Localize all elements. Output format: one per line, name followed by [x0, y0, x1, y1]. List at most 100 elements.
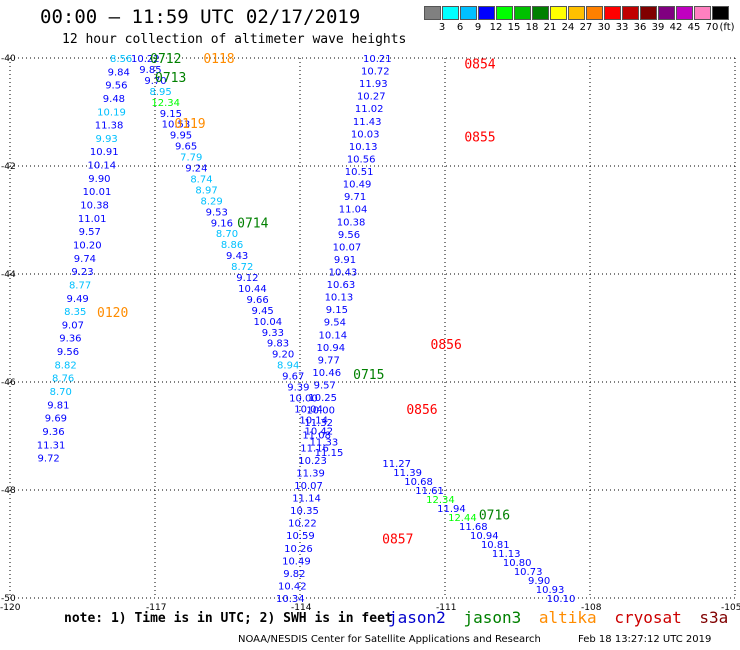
wave-height-value: 9.81 [47, 400, 69, 411]
wave-height-value: 8.70 [50, 387, 72, 398]
wave-height-value: 8.56 [110, 54, 132, 65]
wave-height-value: 9.66 [246, 295, 268, 306]
pass-time-label: 0856 [431, 338, 462, 353]
wave-height-value: 9.77 [318, 355, 340, 366]
wave-height-value: 10.43 [329, 267, 358, 278]
wave-height-value: 10.42 [278, 581, 307, 592]
wave-height-value: 10.81 [481, 540, 510, 551]
color-swatch [514, 6, 531, 20]
wave-height-value: 9.82 [283, 569, 305, 580]
wave-height-value: 10.25 [308, 393, 337, 404]
wave-height-value: 9.12 [236, 273, 258, 284]
wave-height-value: 10.13 [325, 293, 354, 304]
wave-height-map: -40 -42 -44 -46 -48 -50-120 -117 -114 -111 -108 -1… [0, 52, 740, 610]
legend-jason2: jason2 [388, 608, 446, 627]
color-swatch [568, 6, 585, 20]
wave-height-value: 10.42 [304, 426, 333, 437]
wave-height-value: 10.59 [286, 531, 315, 542]
wave-height-value: 10.21 [363, 54, 392, 65]
wave-height-value: 8.29 [201, 196, 223, 207]
lat-tick-label: -50 [1, 594, 16, 604]
pass-time-label: 0855 [464, 130, 495, 145]
wave-height-value: 10.73 [514, 567, 543, 578]
altimeter-tracks: 8.56 9.84 9.56 9.48 10.19 11.38 9.93 10.91 10.14… [37, 54, 576, 605]
color-scale-label: 27 [579, 22, 593, 33]
wave-height-value: 11.61 [415, 486, 444, 497]
color-scale-label: 24 [561, 22, 575, 33]
wave-height-value: 10.94 [316, 343, 345, 354]
wave-height-value: 10.03 [351, 129, 380, 140]
wave-height-value: 8.95 [150, 87, 172, 98]
wave-height-value: 9.43 [226, 251, 248, 262]
color-swatch [658, 6, 675, 20]
wave-height-value: 9.16 [211, 218, 233, 229]
color-scale-label: 3 [438, 22, 446, 33]
wave-height-value: 8.86 [221, 240, 243, 251]
wave-height-value: 10.22 [131, 54, 160, 65]
wave-height-value: 11.39 [393, 468, 422, 479]
wave-height-value: 10.63 [327, 280, 356, 291]
footer: NOAA/NESDIS Center for Satellite Applica… [238, 634, 711, 645]
wave-height-value: 11.93 [359, 79, 388, 90]
color-swatch [496, 6, 513, 20]
color-scale-label: 33 [615, 22, 629, 33]
color-scale-label: 39 [651, 22, 665, 33]
wave-height-value: 11.38 [95, 121, 124, 132]
wave-height-value: 9.49 [67, 294, 89, 305]
color-swatch [550, 6, 567, 20]
wave-height-value: 10.46 [312, 368, 341, 379]
color-swatch [424, 6, 441, 20]
wave-height-value: 9.65 [175, 142, 197, 153]
wave-height-value: 10.10 [547, 594, 576, 605]
note-text: note: 1) Time is in UTC; 2) SWH is in fe… [64, 611, 393, 626]
wave-height-value: 8.72 [231, 262, 253, 273]
wave-height-value: 9.67 [282, 372, 304, 383]
pass-time-label: 0854 [464, 57, 495, 72]
wave-height-value: 8.35 [64, 307, 86, 318]
wave-height-value: 10.00 [289, 393, 318, 404]
map-grid [9, 57, 736, 599]
wave-height-value: 8.82 [54, 360, 76, 371]
color-swatch [442, 6, 459, 20]
wave-height-value: 9.48 [103, 94, 125, 105]
wave-height-value: 11.14 [292, 494, 321, 505]
map-subtitle: 12 hour collection of altimeter wave hei… [62, 32, 407, 47]
wave-height-value: 9.90 [88, 174, 110, 185]
wave-height-value: 11.01 [78, 214, 107, 225]
lat-tick-label: -44 [1, 270, 16, 280]
color-swatch [640, 6, 657, 20]
wave-height-value: 7.79 [180, 153, 202, 164]
color-scale-label: 15 [507, 22, 521, 33]
wave-height-value: 9.91 [334, 255, 356, 266]
lat-tick-label: -42 [1, 162, 16, 172]
color-scale-label: 36 [633, 22, 647, 33]
legend-cryosat: cryosat [614, 608, 682, 627]
color-scale-label: 42 [669, 22, 683, 33]
wave-height-value: 10.44 [238, 284, 267, 295]
wave-height-value: 10.20 [73, 240, 102, 251]
pass-time-label: 0712 [150, 52, 181, 67]
lat-tick-label: -48 [1, 486, 16, 496]
wave-height-value: 8.70 [216, 229, 238, 240]
track-track-d: 11.2711.3910.6811.6112.3411.9412.4411.68… [382, 459, 575, 605]
wave-height-value: 9.90 [528, 576, 550, 587]
wave-height-value: 9.70 [144, 76, 166, 87]
wave-height-value: 10.04 [294, 404, 323, 415]
pass-time-label: 0857 [382, 533, 413, 548]
wave-height-value: 11.94 [437, 504, 466, 515]
wave-height-value: 11.13 [492, 549, 521, 560]
wave-height-value: 9.36 [59, 334, 81, 345]
wave-height-value: 9.93 [96, 134, 118, 145]
wave-height-value: 9.56 [57, 347, 79, 358]
wave-height-value: 11.15 [315, 448, 344, 459]
footer-credit: NOAA/NESDIS Center for Satellite Applica… [238, 634, 541, 645]
wave-height-value: 9.53 [206, 207, 228, 218]
pass-time-label: 0716 [479, 508, 510, 523]
wave-height-value: 10.94 [470, 531, 499, 542]
lon-tick-label: -111 [436, 603, 456, 610]
color-swatch [478, 6, 495, 20]
lon-tick-label: -117 [146, 603, 166, 610]
color-swatch [622, 6, 639, 20]
wave-height-value: 11.33 [310, 437, 339, 448]
wave-height-value: 11.32 [304, 418, 333, 429]
